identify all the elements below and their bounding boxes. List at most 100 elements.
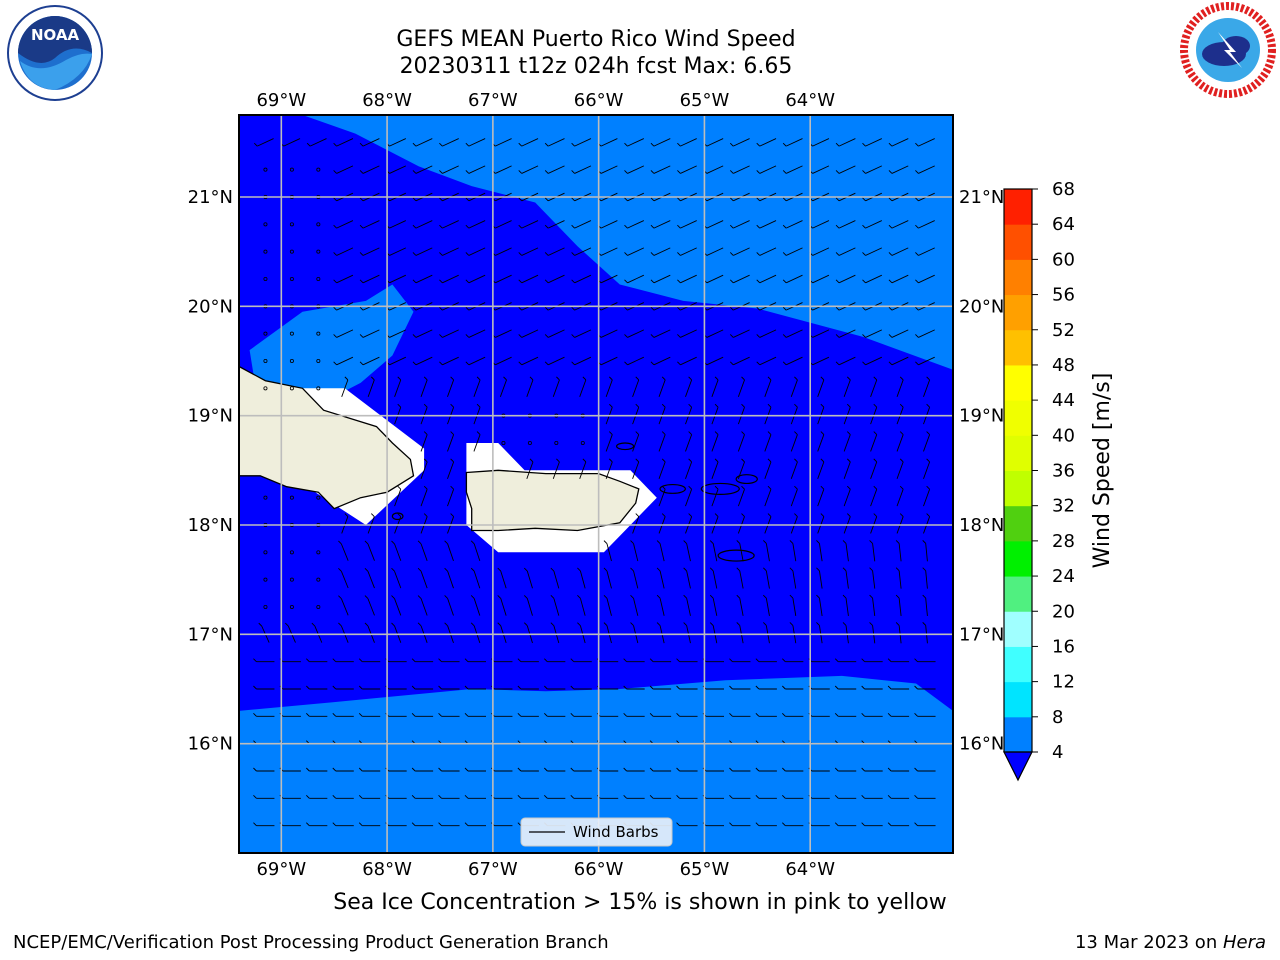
wind-barb bbox=[792, 543, 797, 562]
wind-barb-tick bbox=[571, 197, 575, 202]
wind-barb bbox=[579, 570, 586, 589]
wind-barb-tick bbox=[816, 594, 820, 599]
wind-barb bbox=[627, 329, 645, 338]
wind-barb-tick bbox=[517, 795, 522, 799]
wind-barb bbox=[627, 138, 645, 147]
wind-barb-tick bbox=[887, 767, 892, 772]
wind-barb-tick bbox=[571, 224, 575, 229]
wind-barb-tick bbox=[544, 361, 549, 366]
wind-barb-calm bbox=[316, 605, 321, 610]
wind-barb bbox=[896, 379, 904, 397]
wind-barb-calm bbox=[289, 358, 294, 363]
wind-barb-tick bbox=[465, 170, 470, 174]
wind-barb-tick bbox=[926, 376, 930, 381]
wind-barb-tick bbox=[623, 658, 627, 662]
wind-barb-tick bbox=[729, 685, 733, 690]
wind-barb bbox=[918, 165, 935, 174]
colorbar-segment bbox=[1004, 224, 1032, 260]
wind-barb-tick bbox=[729, 822, 733, 826]
wind-barb-tick bbox=[888, 170, 893, 174]
wind-barb-tick bbox=[470, 622, 475, 627]
wind-barb bbox=[812, 138, 830, 147]
y-tick-label-left: 20°N bbox=[188, 296, 233, 317]
wind-barb-tick bbox=[767, 403, 772, 408]
wind-barb bbox=[759, 329, 777, 338]
wind-barb-tick bbox=[816, 540, 820, 544]
wind-barb bbox=[817, 489, 825, 507]
wind-barb bbox=[415, 138, 433, 147]
wind-barb-tick bbox=[439, 306, 443, 311]
wind-barb-tick bbox=[608, 376, 613, 381]
wind-barb bbox=[891, 220, 909, 229]
wind-barb bbox=[606, 598, 612, 616]
wind-barb-tick bbox=[439, 197, 443, 202]
wind-barb-tick bbox=[464, 713, 469, 717]
wind-barb-tick bbox=[714, 376, 719, 381]
wind-barb-tick bbox=[412, 334, 417, 338]
wind-barb-tick bbox=[517, 767, 522, 772]
wind-barb-tick bbox=[782, 306, 787, 311]
wind-barb-tick bbox=[497, 622, 502, 627]
wind-barb-tick bbox=[411, 685, 416, 690]
wind-barb bbox=[706, 329, 724, 338]
wind-barb bbox=[362, 329, 380, 338]
wind-barb bbox=[923, 461, 931, 479]
wind-barb-calm bbox=[289, 550, 294, 555]
wind-barb-tick bbox=[529, 458, 534, 463]
wind-barb-calm bbox=[316, 386, 321, 391]
wind-barb-tick bbox=[862, 170, 866, 174]
wind-barb-tick bbox=[333, 306, 337, 311]
wind-barb bbox=[336, 138, 354, 147]
y-tick-label-right: 20°N bbox=[959, 296, 1004, 317]
wind-barb-tick bbox=[834, 685, 839, 690]
wind-barb-tick bbox=[741, 485, 745, 490]
wind-barb-tick bbox=[677, 197, 681, 202]
wind-barb-tick bbox=[926, 485, 930, 490]
wind-barb bbox=[389, 274, 407, 284]
wind-barb-tick bbox=[635, 376, 640, 381]
wind-barb bbox=[415, 274, 433, 284]
wind-barb-tick bbox=[915, 306, 919, 311]
wind-barb-tick bbox=[834, 713, 839, 717]
wind-barb bbox=[812, 220, 830, 229]
colorbar-tick-label: 8 bbox=[1052, 707, 1063, 728]
wind-barb-tick bbox=[661, 513, 666, 517]
wind-barb-tick bbox=[688, 513, 692, 517]
wind-barb-tick bbox=[624, 279, 628, 284]
wind-barb-tick bbox=[358, 658, 363, 662]
wind-barb-tick bbox=[835, 252, 840, 256]
wind-barb bbox=[680, 138, 697, 147]
wind-barb-tick bbox=[544, 685, 548, 690]
wind-barb-tick bbox=[444, 622, 448, 627]
wind-barb-tick bbox=[861, 795, 865, 799]
wind-barb-tick bbox=[338, 595, 342, 599]
wind-barb-tick bbox=[359, 170, 364, 174]
wind-barb bbox=[658, 434, 666, 452]
wind-barb-tick bbox=[915, 224, 919, 229]
wind-barb-tick bbox=[649, 658, 654, 662]
y-tick-label-right: 21°N bbox=[959, 187, 1004, 208]
wind-barb bbox=[336, 165, 354, 174]
wind-barb bbox=[653, 247, 671, 256]
wind-barb-tick bbox=[926, 403, 930, 408]
field-4-8-south bbox=[239, 675, 953, 853]
wind-barb-tick bbox=[332, 767, 337, 772]
wind-barb-tick bbox=[835, 197, 840, 202]
wind-barb-tick bbox=[763, 567, 767, 572]
wind-barb bbox=[843, 489, 851, 507]
wind-barb-tick bbox=[624, 197, 628, 202]
wind-barb-tick bbox=[438, 713, 442, 717]
wind-barb-tick bbox=[359, 306, 364, 311]
wind-barb bbox=[923, 434, 931, 452]
wind-barb-tick bbox=[736, 540, 741, 544]
wind-barb-tick bbox=[332, 713, 337, 717]
wind-barb-tick bbox=[603, 594, 608, 599]
wind-barb-tick bbox=[729, 224, 734, 229]
wind-barb-tick bbox=[709, 594, 714, 599]
wind-barb-tick bbox=[523, 567, 528, 572]
wind-barb-tick bbox=[635, 458, 640, 463]
colorbar-tick-label: 48 bbox=[1052, 355, 1075, 376]
wind-barb-tick bbox=[888, 197, 893, 202]
wind-barb-calm bbox=[263, 577, 268, 582]
wind-barb-tick bbox=[914, 767, 918, 772]
